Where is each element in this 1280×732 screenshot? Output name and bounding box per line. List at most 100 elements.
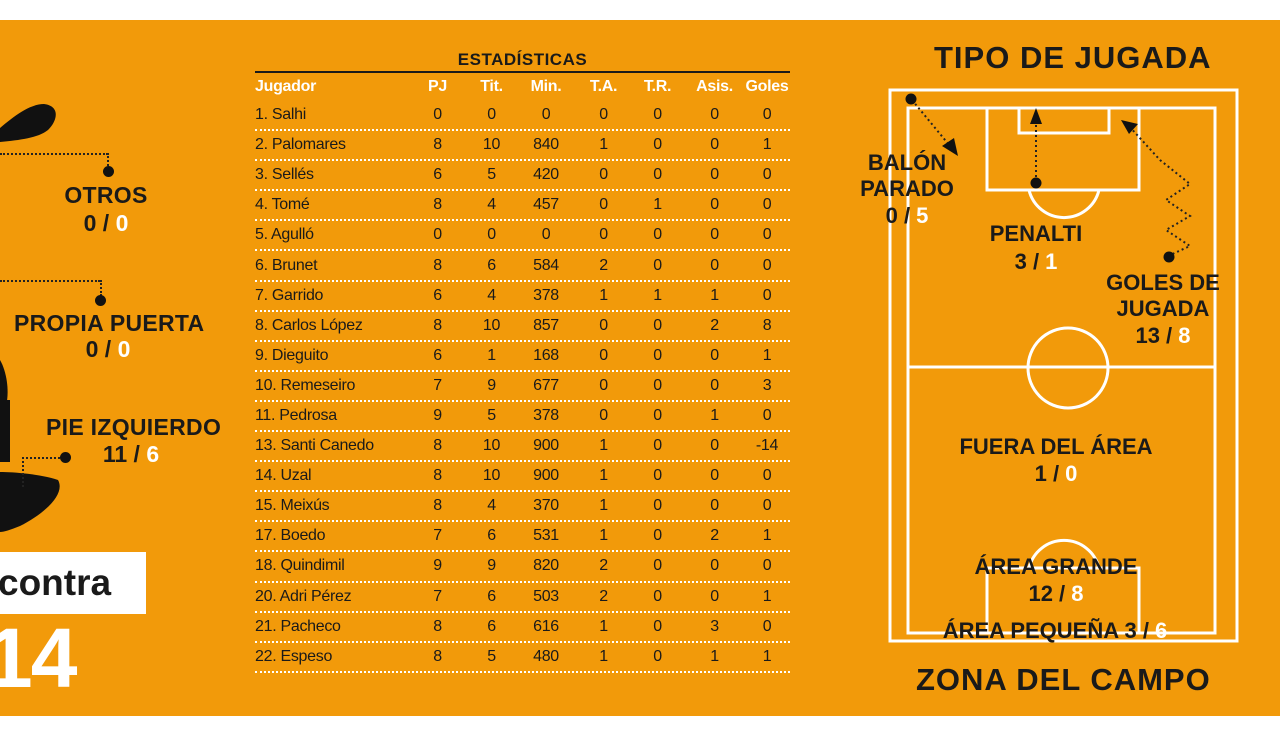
cell-tr: 0 — [653, 617, 662, 635]
cell-player-name: 11. Pedrosa — [255, 406, 337, 424]
cell-min: 378 — [533, 406, 559, 424]
cell-asis: 0 — [710, 256, 719, 274]
table-header: Jugador PJ Tit. Min. T.A. T.R. Asis. Gol… — [255, 73, 790, 101]
cell-tit: 6 — [487, 256, 496, 274]
cell-pj: 6 — [433, 286, 442, 304]
cell-tr: 0 — [653, 587, 662, 605]
cell-ta: 0 — [599, 106, 608, 124]
cell-player-name: 8. Carlos López — [255, 316, 363, 334]
cell-goles: 0 — [762, 106, 772, 124]
cell-pj: 9 — [433, 557, 442, 575]
cell-tit: 10 — [482, 437, 501, 455]
table-row: 6. Brunet 8 6 584 2 0 0 0 — [255, 251, 790, 282]
cell-asis: 3 — [710, 617, 719, 635]
cell-pj: 8 — [433, 497, 442, 515]
cell-ta: 2 — [599, 557, 608, 575]
cell-ta: 2 — [599, 587, 608, 605]
cell-tr: 1 — [653, 286, 662, 304]
pie-izquierdo-label: PIE IZQUIERDO — [46, 414, 222, 440]
cell-tr: 0 — [653, 437, 662, 455]
cell-goles: -14 — [755, 437, 779, 455]
cell-ta: 1 — [599, 497, 608, 515]
table-row: 20. Adri Pérez 7 6 503 2 0 0 1 — [255, 583, 790, 613]
pie-izquierdo-value: 11 / 6 — [102, 441, 160, 467]
cell-player-name: 22. Espeso — [255, 647, 333, 665]
zona-campo-title: ZONA DEL CAMPO — [916, 662, 1211, 697]
pie-connector — [22, 457, 64, 459]
cell-tr: 0 — [653, 406, 662, 424]
cell-ta: 0 — [599, 226, 608, 244]
balon-parado-label-1: BALÓN — [867, 150, 947, 175]
cell-goles: 0 — [762, 497, 772, 515]
cell-ta: 0 — [599, 376, 608, 394]
area-pequena-value: ÁREA PEQUEÑA 3 / 6 — [942, 618, 1168, 643]
table-row: 11. Pedrosa 9 5 378 0 0 1 0 — [255, 402, 790, 433]
cell-player-name: 1. Salhi — [255, 106, 306, 124]
table-row: 9. Dieguito 6 1 168 0 0 0 1 — [255, 342, 790, 372]
propia-connector-v — [100, 280, 102, 296]
goles-jugada-label-1: GOLES DE — [1106, 270, 1220, 295]
cell-goles: 0 — [762, 286, 772, 304]
table-row: 5. Agulló 0 0 0 0 0 0 0 — [255, 221, 790, 252]
cell-pj: 8 — [433, 617, 442, 635]
cell-pj: 8 — [433, 316, 442, 334]
header-min: Min. — [530, 78, 562, 95]
area-grande-value: 12 / 8 — [1028, 581, 1084, 606]
cell-min: 531 — [533, 527, 559, 545]
pie-dot — [60, 452, 71, 463]
cell-min: 0 — [541, 226, 551, 244]
cell-pj: 8 — [433, 196, 442, 214]
cell-min: 900 — [533, 437, 559, 455]
cell-ta: 1 — [599, 136, 608, 154]
cell-player-name: 15. Meixús — [255, 497, 330, 515]
table-row: 18. Quindimil 9 9 820 2 0 0 0 — [255, 552, 790, 583]
cell-tit: 0 — [487, 226, 496, 244]
cell-player-name: 20. Adri Pérez — [255, 587, 352, 605]
cell-pj: 7 — [433, 587, 442, 605]
cell-tit: 0 — [487, 106, 496, 124]
cell-asis: 0 — [710, 166, 719, 184]
goles-jugada-label-2: JUGADA — [1116, 296, 1210, 321]
cell-tit: 5 — [487, 647, 496, 665]
header-jugador: Jugador — [255, 78, 317, 95]
contra-box: contra — [0, 552, 146, 614]
cell-goles: 1 — [762, 136, 772, 154]
cell-pj: 0 — [433, 106, 442, 124]
table-row: 4. Tomé 8 4 457 0 1 0 0 — [255, 191, 790, 222]
cell-tit: 1 — [487, 346, 496, 364]
cell-pj: 8 — [433, 467, 442, 485]
cell-player-name: 14. Uzal — [255, 467, 312, 485]
cell-min: 900 — [533, 467, 559, 485]
cell-min: 457 — [533, 196, 559, 214]
cell-tit: 5 — [487, 406, 496, 424]
cell-asis: 1 — [710, 286, 719, 304]
cell-asis: 2 — [710, 316, 719, 334]
table-row: 8. Carlos López 8 10 857 0 0 2 8 — [255, 312, 790, 342]
cell-tit: 4 — [487, 497, 496, 515]
cell-min: 857 — [533, 316, 559, 334]
cell-player-name: 18. Quindimil — [255, 557, 345, 575]
cell-tr: 0 — [653, 346, 662, 364]
table-row: 17. Boedo 7 6 531 1 0 2 1 — [255, 522, 790, 553]
cell-player-name: 17. Boedo — [255, 527, 326, 545]
table-row: 13. Santi Canedo 8 10 900 1 0 0 -14 — [255, 432, 790, 463]
cell-tit: 6 — [487, 527, 496, 545]
cell-player-name: 5. Agulló — [255, 226, 314, 244]
cell-ta: 1 — [599, 467, 608, 485]
penalti-value: 3 / 1 — [1014, 249, 1058, 274]
cell-tit: 10 — [482, 467, 501, 485]
player-silhouette-icon — [0, 104, 60, 532]
cell-tr: 0 — [653, 256, 662, 274]
table-row: 1. Salhi 0 0 0 0 0 0 0 — [255, 101, 790, 132]
header-asis: Asis. — [696, 78, 733, 95]
cell-ta: 1 — [599, 617, 608, 635]
cell-pj: 8 — [433, 136, 442, 154]
cell-asis: 0 — [710, 136, 719, 154]
table-row: 3. Sellés 6 5 420 0 0 0 0 — [255, 161, 790, 192]
cell-ta: 0 — [599, 406, 608, 424]
cell-goles: 1 — [762, 346, 772, 364]
cell-pj: 9 — [433, 406, 442, 424]
cell-tr: 0 — [653, 166, 662, 184]
cell-asis: 0 — [710, 346, 719, 364]
balon-parado-label-2: PARADO — [860, 176, 954, 201]
